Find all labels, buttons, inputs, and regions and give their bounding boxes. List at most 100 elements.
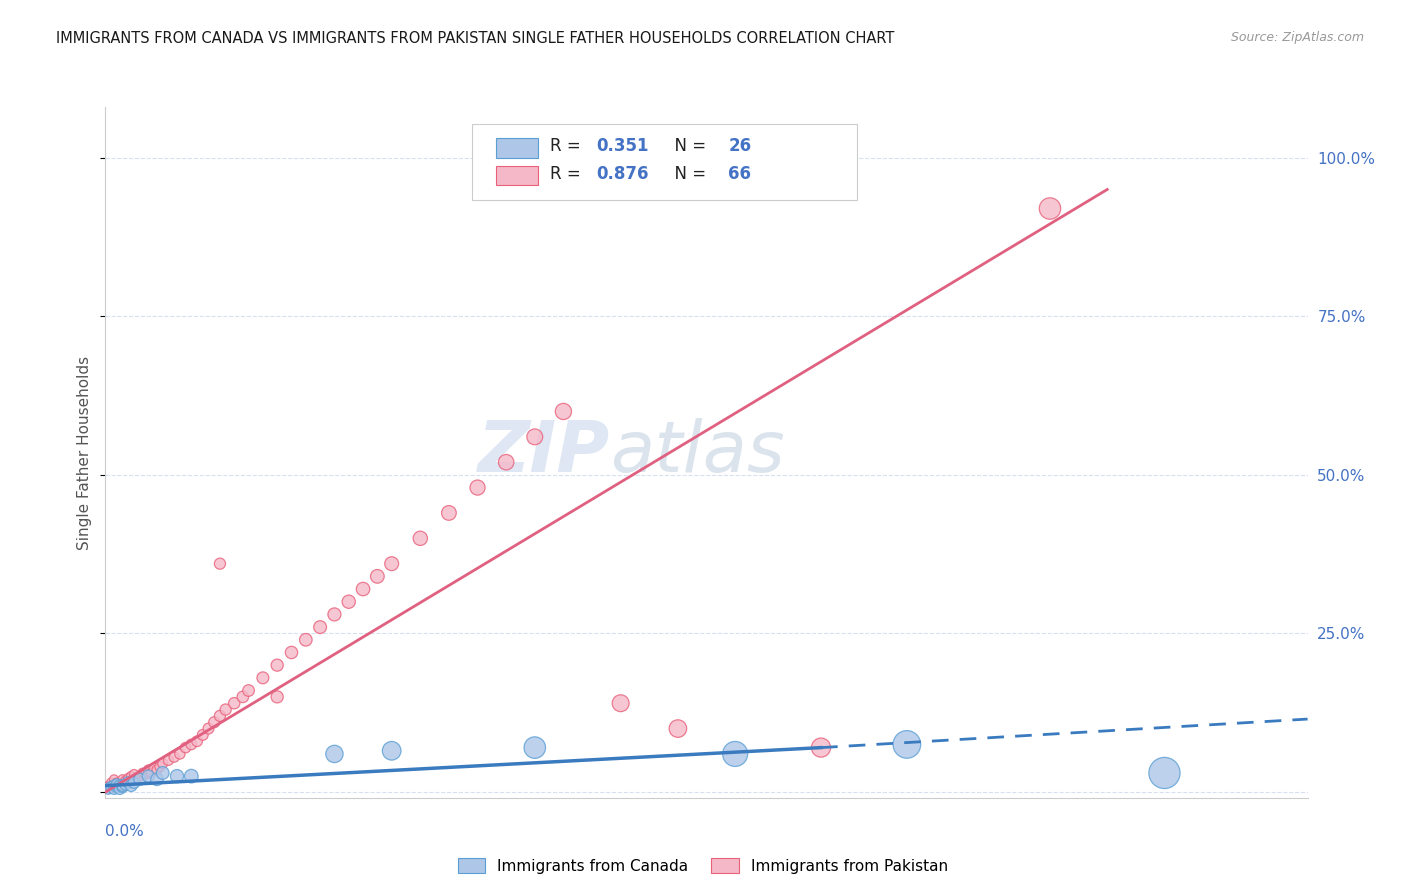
Point bbox=[103, 779, 125, 793]
Point bbox=[180, 738, 202, 752]
Text: 0.876: 0.876 bbox=[596, 165, 648, 183]
Point bbox=[105, 780, 128, 794]
Point bbox=[100, 780, 122, 794]
Text: 26: 26 bbox=[728, 137, 751, 155]
Legend: Immigrants from Canada, Immigrants from Pakistan: Immigrants from Canada, Immigrants from … bbox=[451, 852, 955, 880]
Point bbox=[266, 690, 288, 704]
Point bbox=[197, 722, 219, 736]
Point bbox=[120, 773, 142, 788]
Bar bbox=[496, 138, 538, 158]
Point bbox=[100, 775, 122, 789]
Point bbox=[97, 781, 120, 796]
Point bbox=[111, 780, 134, 794]
Point bbox=[208, 557, 231, 571]
Point bbox=[381, 744, 404, 758]
Point bbox=[266, 658, 288, 673]
Point bbox=[108, 777, 131, 791]
Point bbox=[252, 671, 274, 685]
Point bbox=[896, 738, 918, 752]
Point bbox=[323, 607, 346, 622]
Point bbox=[105, 775, 128, 789]
Point bbox=[666, 722, 689, 736]
Point bbox=[111, 772, 134, 787]
Point bbox=[122, 772, 145, 787]
Point bbox=[131, 766, 153, 780]
Point bbox=[108, 779, 131, 793]
Point bbox=[224, 696, 246, 710]
Point bbox=[146, 763, 169, 777]
Point bbox=[409, 531, 432, 545]
Point bbox=[103, 772, 125, 787]
Point bbox=[149, 759, 172, 773]
Point bbox=[169, 747, 191, 761]
Point bbox=[437, 506, 460, 520]
Point bbox=[114, 777, 136, 791]
Point bbox=[120, 779, 142, 793]
Text: Source: ZipAtlas.com: Source: ZipAtlas.com bbox=[1230, 31, 1364, 45]
Text: IMMIGRANTS FROM CANADA VS IMMIGRANTS FROM PAKISTAN SINGLE FATHER HOUSEHOLDS CORR: IMMIGRANTS FROM CANADA VS IMMIGRANTS FRO… bbox=[56, 31, 894, 46]
Point bbox=[105, 780, 128, 794]
Point bbox=[108, 781, 131, 796]
Point bbox=[280, 645, 302, 659]
Point bbox=[553, 404, 575, 418]
Point bbox=[202, 715, 225, 730]
Text: R =: R = bbox=[550, 137, 586, 155]
Point bbox=[100, 780, 122, 794]
Point bbox=[157, 753, 180, 767]
Point bbox=[114, 773, 136, 788]
Point bbox=[1153, 766, 1175, 780]
Point bbox=[309, 620, 332, 634]
Point bbox=[208, 709, 231, 723]
Point bbox=[111, 779, 134, 793]
Point bbox=[128, 769, 150, 783]
Point bbox=[191, 728, 214, 742]
Point bbox=[120, 769, 142, 783]
Point bbox=[117, 771, 139, 785]
Point bbox=[114, 777, 136, 791]
Point bbox=[609, 696, 631, 710]
Point bbox=[186, 734, 208, 748]
Point bbox=[97, 781, 120, 796]
Point bbox=[146, 772, 169, 787]
Point bbox=[295, 632, 318, 647]
Text: 66: 66 bbox=[728, 165, 751, 183]
Text: N =: N = bbox=[665, 137, 711, 155]
Point bbox=[122, 767, 145, 781]
Point bbox=[125, 771, 148, 785]
Point bbox=[143, 761, 166, 775]
Point bbox=[138, 769, 160, 783]
Point bbox=[810, 740, 832, 755]
Point bbox=[152, 766, 174, 780]
Point bbox=[122, 775, 145, 789]
Point bbox=[163, 750, 186, 764]
Point bbox=[128, 772, 150, 787]
Point bbox=[152, 756, 174, 771]
Bar bbox=[496, 166, 538, 186]
Text: 0.351: 0.351 bbox=[596, 137, 648, 155]
Point bbox=[108, 779, 131, 793]
Text: N =: N = bbox=[665, 165, 711, 183]
Point bbox=[352, 582, 374, 596]
Point bbox=[467, 481, 489, 495]
Text: 0.0%: 0.0% bbox=[105, 824, 145, 839]
Point bbox=[232, 690, 254, 704]
Point bbox=[141, 766, 163, 780]
Point bbox=[111, 775, 134, 789]
Point bbox=[495, 455, 517, 469]
Point bbox=[174, 740, 197, 755]
Text: atlas: atlas bbox=[610, 418, 785, 487]
Point bbox=[238, 683, 260, 698]
Point bbox=[117, 775, 139, 789]
Point bbox=[103, 779, 125, 793]
Point bbox=[180, 769, 202, 783]
Point bbox=[523, 740, 546, 755]
Point bbox=[366, 569, 388, 583]
Point bbox=[103, 781, 125, 796]
Point bbox=[523, 430, 546, 444]
Point bbox=[214, 702, 236, 716]
FancyBboxPatch shape bbox=[472, 124, 856, 201]
Text: R =: R = bbox=[550, 165, 586, 183]
Y-axis label: Single Father Households: Single Father Households bbox=[77, 356, 93, 549]
Point bbox=[97, 779, 120, 793]
Point bbox=[138, 763, 160, 777]
